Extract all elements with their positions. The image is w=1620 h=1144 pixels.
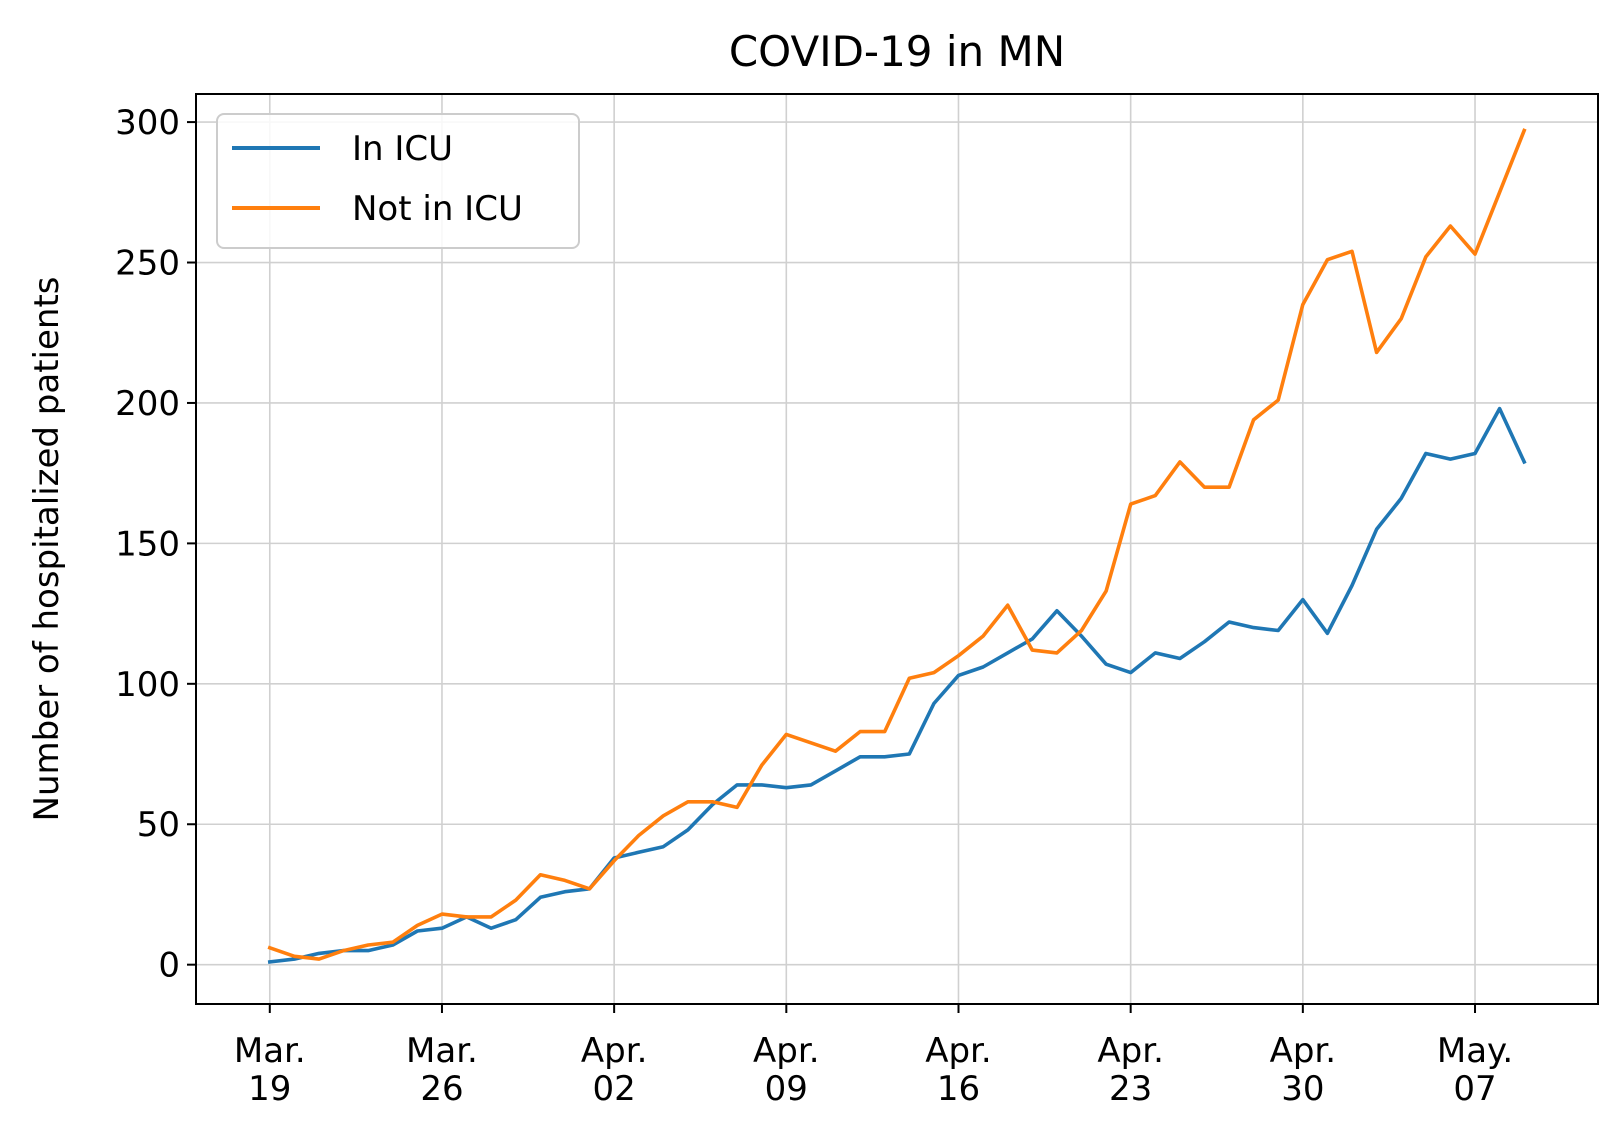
series-line-in-icu [267,406,1527,964]
chart-title: COVID-19 in MN [729,27,1065,76]
y-tick-label: 200 [115,384,180,424]
x-tick-label: May. 07 [1437,1031,1513,1109]
plot-frame [195,93,1599,1005]
y-tick-label: 150 [115,524,180,564]
y-tick-label: 250 [115,244,180,284]
x-tick-label: Apr. 09 [753,1031,820,1109]
y-tick-label: 300 [115,103,180,143]
x-tick-label: Apr. 16 [925,1031,992,1109]
x-tick-label: Mar. 26 [406,1031,478,1109]
series-line-not-in-icu [267,128,1527,961]
legend: In ICU Not in ICU [216,113,580,249]
grid-lines [196,94,1598,1004]
x-tick-label: Mar. 19 [234,1031,306,1109]
series-lines [267,128,1527,964]
legend-label-not-in-icu: Not in ICU [352,189,523,229]
x-tick-label: Apr. 30 [1270,1031,1337,1109]
x-tick-label: Apr. 02 [581,1031,648,1109]
y-axis-label: Number of hospitalized patients [27,277,67,822]
legend-label-in-icu: In ICU [352,129,453,169]
y-tick-label: 100 [115,665,180,705]
x-tick-label: Apr. 23 [1097,1031,1164,1109]
y-tick-label: 0 [158,946,180,986]
y-tick-label: 50 [137,805,180,845]
x-axis-ticks: Mar. 19 Mar. 26 Apr. 02 Apr. 09 Apr. 16 Apr. 23 Apr.… [234,1004,1513,1109]
y-axis-ticks: 0 50 100 150 200 250 300 [115,103,196,986]
